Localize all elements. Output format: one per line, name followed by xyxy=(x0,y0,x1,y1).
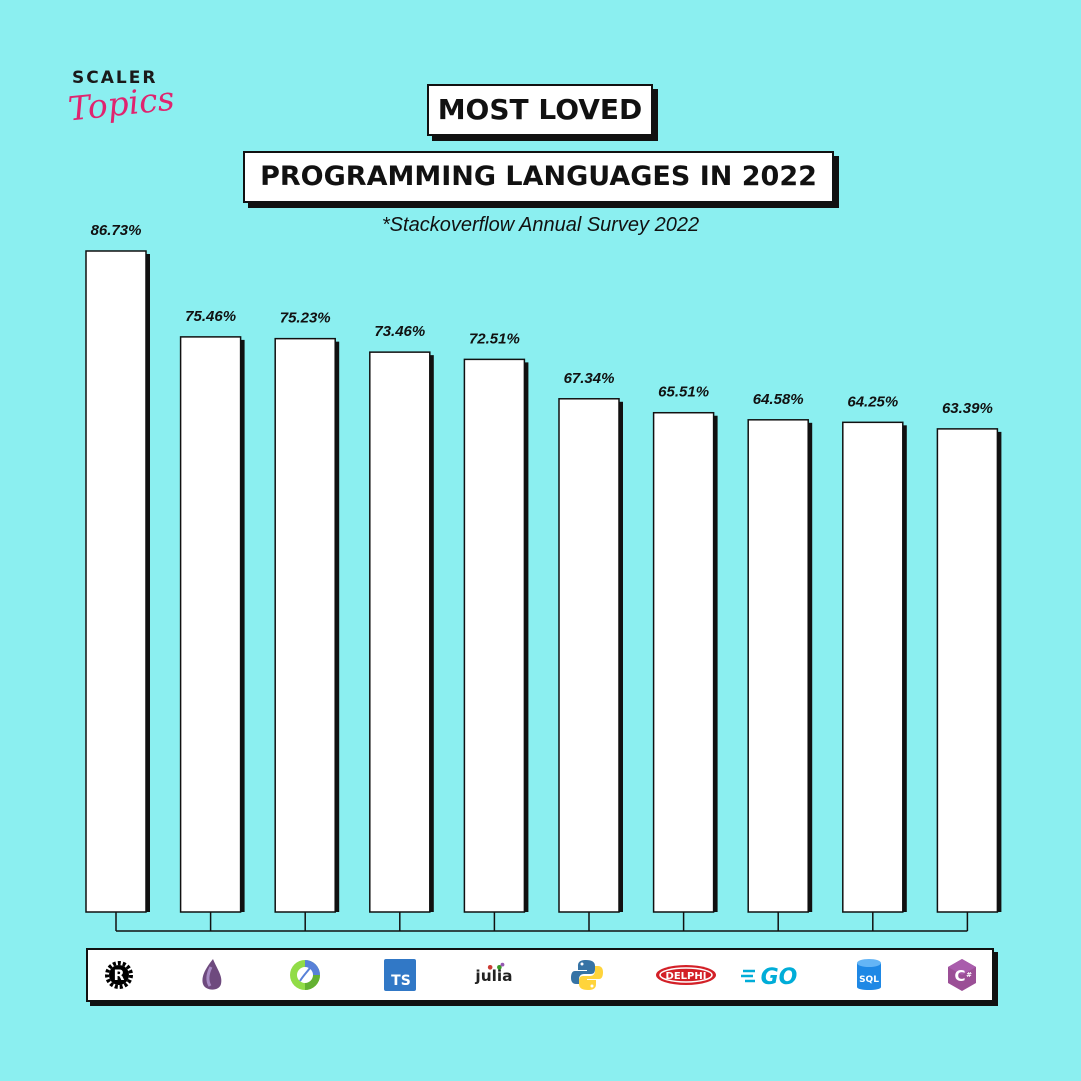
python-icon xyxy=(567,956,607,994)
scaler-topics-logo: SCALER Topics xyxy=(66,68,176,148)
chart-subtitle: *Stackoverflow Annual Survey 2022 xyxy=(381,214,700,236)
rust-icon: R xyxy=(99,956,139,994)
elixir-icon xyxy=(192,956,232,994)
data-label: 75.23% xyxy=(280,310,331,327)
bar-c- xyxy=(936,428,999,913)
data-label: 73.46% xyxy=(374,323,425,340)
bar-sql xyxy=(842,421,904,913)
data-label: 75.46% xyxy=(185,308,236,325)
svg-text:julia: julia xyxy=(474,967,512,985)
logo-scaler-text: SCALER xyxy=(72,68,158,88)
bar-go xyxy=(747,419,809,913)
chart-title-line2: PROGRAMMING LANGUAGES IN 2022 xyxy=(243,151,834,203)
data-label: 64.25% xyxy=(847,393,898,410)
delphi-icon: DELPHI xyxy=(653,956,719,994)
svg-text:TS: TS xyxy=(391,973,411,989)
julia-icon: julia xyxy=(474,956,514,994)
data-label: 63.39% xyxy=(942,400,993,417)
go-icon: GO xyxy=(740,956,804,994)
typescript-icon: TS xyxy=(380,956,420,994)
sql-icon: SQL xyxy=(849,956,889,994)
data-label: 65.51% xyxy=(658,384,709,401)
clojure-icon xyxy=(285,956,325,994)
language-icon-strip: R TS julia xyxy=(86,948,994,1002)
bar-clojure xyxy=(274,337,336,913)
svg-text:R: R xyxy=(114,968,125,984)
data-label: 64.58% xyxy=(753,391,804,408)
svg-text:#: # xyxy=(966,971,972,979)
svg-text:SQL: SQL xyxy=(859,975,879,985)
data-label: 86.73% xyxy=(91,222,142,239)
data-label: 67.34% xyxy=(564,370,615,387)
svg-text:DELPHI: DELPHI xyxy=(666,971,707,982)
data-label: 72.51% xyxy=(469,330,520,347)
csharp-icon: C # xyxy=(942,956,982,994)
bar-rust xyxy=(85,250,147,913)
svg-text:GO: GO xyxy=(761,965,798,989)
bar-julia xyxy=(463,358,526,913)
bar-delphi xyxy=(652,411,715,913)
bar-python xyxy=(558,398,620,913)
svg-text:C: C xyxy=(954,967,965,985)
bar-typescript xyxy=(369,351,431,913)
chart-title-line1: MOST LOVED xyxy=(427,84,653,136)
bar-elixir xyxy=(179,336,242,913)
